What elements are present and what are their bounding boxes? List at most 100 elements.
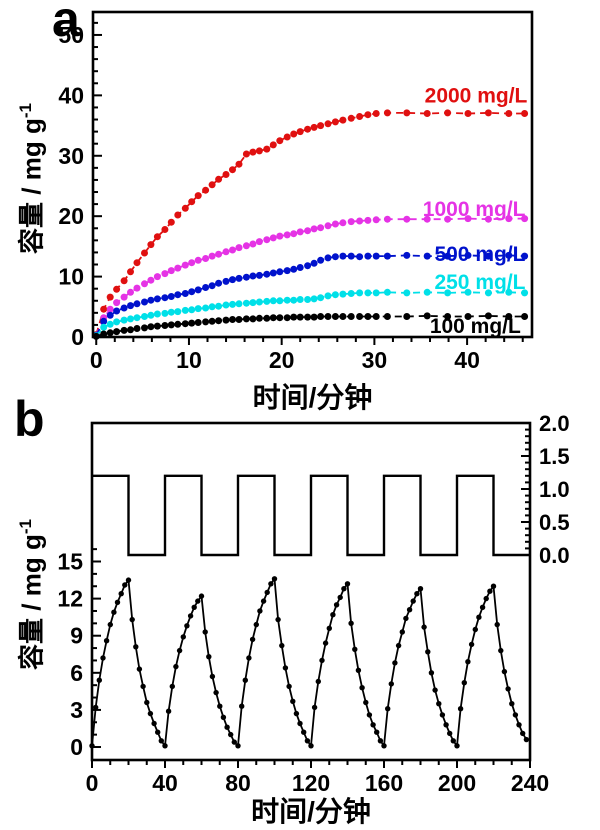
data-point <box>505 251 513 259</box>
data-point <box>188 306 196 314</box>
panel-b-ticks: 0 40 80 120 160 200 240 0 3 6 9 12 15 0.0 0.5 1.0 1.5 2.0 <box>57 411 569 796</box>
data-point <box>317 313 325 320</box>
data-point <box>331 313 339 320</box>
data-point <box>406 607 413 613</box>
data-point <box>372 110 380 117</box>
data-point <box>293 710 300 717</box>
data-point <box>283 133 291 141</box>
data-point <box>100 317 108 325</box>
data-point <box>372 216 380 224</box>
panel-a-y-axis-label-sup: -1 <box>15 103 35 119</box>
data-point <box>127 288 134 296</box>
panel-b-y-axis-label: 容量 / mg g-1 <box>12 445 49 745</box>
data-point <box>364 111 372 119</box>
data-point <box>202 186 210 194</box>
x-tick-label: 0 <box>90 347 103 373</box>
series-label-100-mg-l: 100 mg/L <box>430 315 521 338</box>
panel-b: 0 40 80 120 160 200 240 0 3 6 9 12 15 0.0 0.5 1.0 1.5 2.0 <box>57 411 569 796</box>
data-point <box>444 215 452 223</box>
y-tick-label: 50 <box>58 22 84 48</box>
panel-b-y-axis-label-text: 容量 / mg g <box>16 534 47 670</box>
data-point <box>370 722 376 728</box>
data-point <box>224 724 230 730</box>
panel-b-x-axis-label: 时间/分钟 <box>251 796 371 827</box>
data-point <box>147 296 155 304</box>
data-point <box>423 215 431 223</box>
data-point <box>290 296 298 304</box>
data-point <box>444 252 452 260</box>
data-point <box>324 254 332 262</box>
data-point <box>263 297 271 305</box>
data-point <box>194 305 202 313</box>
data-point <box>501 668 508 675</box>
data-point <box>141 324 148 332</box>
x-tick-label: 160 <box>365 770 403 796</box>
data-point <box>290 698 296 704</box>
data-point <box>310 295 318 303</box>
data-point <box>194 319 202 326</box>
data-point <box>242 150 250 158</box>
data-point <box>235 160 243 168</box>
data-point <box>100 655 106 661</box>
data-point <box>356 313 364 320</box>
data-point <box>222 301 230 309</box>
data-point <box>505 288 513 296</box>
data-point <box>133 284 141 292</box>
data-point <box>356 113 364 120</box>
data-point <box>523 736 530 743</box>
data-point <box>310 123 318 131</box>
data-point <box>444 313 452 320</box>
y-tick-label: 12 <box>57 586 83 612</box>
series-label-500-mg-l: 500 mg/L <box>434 243 525 266</box>
data-point <box>484 252 492 260</box>
right-y-tick-label: 0.0 <box>539 543 570 568</box>
data-point <box>383 109 391 117</box>
data-point <box>301 729 307 735</box>
data-point <box>509 701 515 707</box>
data-point <box>113 299 121 307</box>
data-point <box>356 253 364 261</box>
right-y-tick-label: 1.0 <box>539 477 570 502</box>
data-point <box>215 302 223 310</box>
data-point <box>133 314 141 322</box>
y-tick-label: 0 <box>71 324 84 350</box>
data-point <box>165 708 172 714</box>
data-point <box>487 588 493 594</box>
data-point <box>213 689 219 696</box>
data-point <box>271 576 278 582</box>
data-point <box>388 681 394 687</box>
data-point <box>339 313 347 320</box>
data-point <box>167 267 175 275</box>
data-point <box>279 642 285 649</box>
data-point <box>364 313 372 320</box>
panel-a-y-axis-label-text: 容量 / mg g <box>16 118 47 254</box>
data-point <box>465 659 471 665</box>
data-point <box>215 279 223 287</box>
data-point <box>322 640 329 646</box>
x-tick-label: 10 <box>176 347 202 373</box>
data-point <box>141 298 148 306</box>
y-tick-label: 0 <box>70 734 83 760</box>
data-point <box>275 616 281 623</box>
data-point <box>257 608 263 614</box>
data-point <box>187 613 194 619</box>
data-point <box>425 649 431 655</box>
data-point <box>122 582 128 588</box>
data-point <box>423 252 431 260</box>
data-point <box>352 646 358 652</box>
panel-b-y-axis-label-sup: -1 <box>15 519 35 535</box>
data-point <box>290 230 298 238</box>
data-point <box>339 219 347 227</box>
data-point <box>153 322 161 330</box>
data-point <box>363 699 369 706</box>
data-point <box>194 192 202 200</box>
data-point <box>208 317 216 325</box>
data-point <box>133 644 139 650</box>
data-point <box>249 315 257 323</box>
data-point <box>450 738 456 744</box>
data-point <box>290 130 298 138</box>
x-tick-label: 0 <box>86 770 99 796</box>
data-point <box>347 114 355 122</box>
data-point <box>235 743 241 749</box>
data-point <box>162 743 168 749</box>
